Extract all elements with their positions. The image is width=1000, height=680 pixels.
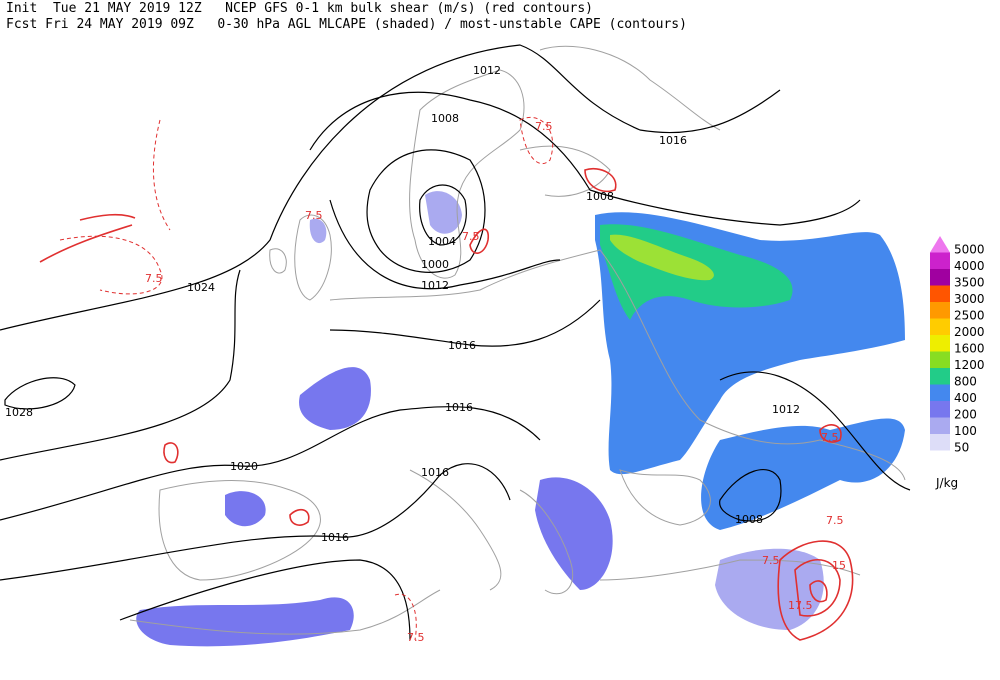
legend-label: 5000 [954, 242, 985, 256]
legend-label: 100 [954, 424, 977, 438]
pressure-label: 1012 [421, 279, 449, 292]
legend-label: 3000 [954, 292, 985, 306]
legend-swatch [930, 236, 950, 253]
legend-label: 1200 [954, 358, 985, 372]
legend-swatch [930, 401, 950, 418]
shear-label: 7.5 [407, 631, 425, 644]
legend-label: 200 [954, 407, 977, 421]
legend-swatch [930, 285, 950, 302]
shear-label: 7.5 [762, 554, 780, 567]
pressure-label: 1012 [772, 403, 800, 416]
header-line: Init Tue 21 MAY 2019 12Z NCEP GFS 0-1 km… [6, 1, 593, 16]
shear-label: 15 [832, 559, 846, 572]
legend-swatch [930, 368, 950, 385]
legend-label: 4000 [954, 259, 985, 273]
pressure-label: 1016 [659, 134, 687, 147]
shear-label: 7.5 [535, 120, 553, 133]
shear-label: 7.5 [305, 209, 323, 222]
shear-labels: 7.5 7.5 7.5 7.5 7.5 7.5 7.5 15 17.5 7.5 [145, 120, 846, 644]
shear-label: 7.5 [821, 431, 839, 444]
legend-label: 800 [954, 374, 977, 388]
pressure-label: 1016 [421, 466, 449, 479]
legend-swatch [930, 417, 950, 434]
pressure-label: 1008 [735, 513, 763, 526]
legend-swatch [930, 335, 950, 352]
coastlines [129, 45, 906, 635]
pressure-label: 1008 [431, 112, 459, 125]
cape-shading [136, 191, 905, 647]
header-line: Fcst Fri 24 MAY 2019 09Z 0-30 hPa AGL ML… [6, 17, 687, 32]
legend-swatch [930, 434, 950, 451]
legend-label: 400 [954, 391, 977, 405]
pressure-label: 1004 [428, 235, 456, 248]
legend-swatch [930, 269, 950, 286]
legend-swatch [930, 318, 950, 335]
pressure-label: 1000 [421, 258, 449, 271]
legend-unit: J/kg [935, 476, 958, 490]
legend-swatch [930, 384, 950, 401]
pressure-labels: 1012 1008 1016 1008 1004 1000 1012 1024 … [5, 64, 800, 544]
shear-label: 7.5 [145, 272, 163, 285]
shear-label: 7.5 [826, 514, 844, 527]
shear-label: 17.5 [788, 599, 813, 612]
pressure-label: 1012 [473, 64, 501, 77]
legend-label: 3500 [954, 275, 985, 289]
legend-swatch [930, 302, 950, 319]
pressure-label: 1028 [5, 406, 33, 419]
legend-swatch [930, 351, 950, 368]
isobars [0, 44, 911, 641]
legend-label: 2000 [954, 325, 985, 339]
pressure-label: 1016 [448, 339, 476, 352]
legend-label: 2500 [954, 308, 985, 322]
legend-swatch [930, 252, 950, 269]
legend-label: 50 [954, 440, 969, 454]
legend-label: 1600 [954, 341, 985, 355]
pressure-label: 1016 [445, 401, 473, 414]
pressure-label: 1008 [586, 190, 614, 203]
shear-label: 7.5 [462, 230, 480, 243]
pressure-label: 1024 [187, 281, 215, 294]
legend: 5000 4000 3500 3000 2500 2000 1600 1200 800 400 20… [930, 236, 985, 454]
pressure-label: 1016 [321, 531, 349, 544]
shear-contours [39, 116, 854, 641]
pressure-label: 1020 [230, 460, 258, 473]
